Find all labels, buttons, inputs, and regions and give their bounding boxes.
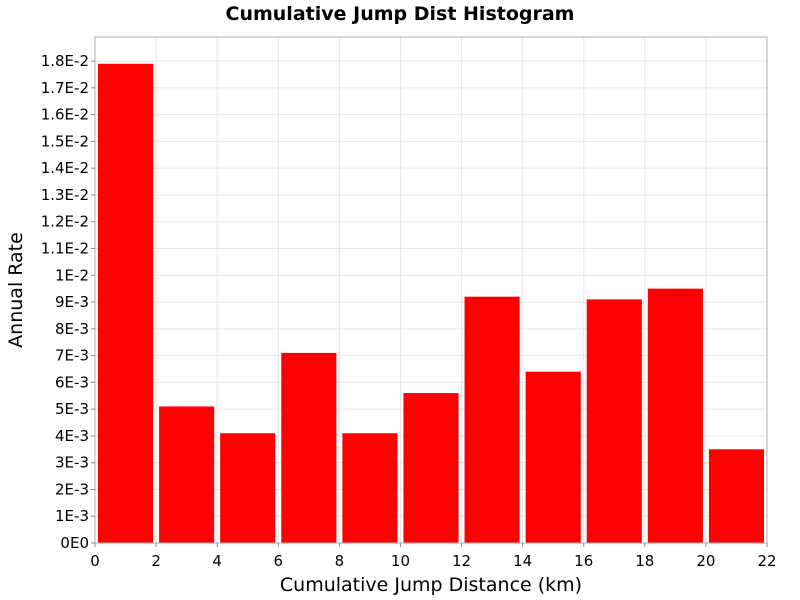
y-tick-label: 3E-3 bbox=[55, 454, 89, 472]
x-tick-label: 8 bbox=[335, 552, 345, 570]
histogram-bar bbox=[281, 352, 337, 543]
y-tick-label: 1.8E-2 bbox=[41, 52, 89, 70]
y-tick-label: 1.3E-2 bbox=[41, 186, 89, 204]
x-tick-label: 2 bbox=[151, 552, 161, 570]
x-tick-label: 4 bbox=[212, 552, 222, 570]
x-tick-label: 20 bbox=[696, 552, 715, 570]
x-tick-label: 10 bbox=[391, 552, 410, 570]
histogram-bar bbox=[586, 299, 642, 543]
histogram-bar bbox=[159, 406, 215, 543]
y-axis-label: Annual Rate bbox=[5, 232, 27, 348]
x-axis-label: Cumulative Jump Distance (km) bbox=[280, 574, 582, 596]
y-tick-label: 1.7E-2 bbox=[41, 79, 89, 97]
x-tick-label: 6 bbox=[273, 552, 283, 570]
x-tick-label: 16 bbox=[574, 552, 593, 570]
y-tick-label: 1E-3 bbox=[55, 507, 89, 525]
histogram-bar bbox=[98, 63, 154, 543]
histogram-bar bbox=[647, 288, 703, 543]
histogram-bar bbox=[342, 433, 398, 543]
y-tick-label: 9E-3 bbox=[55, 293, 89, 311]
x-tick-label: 12 bbox=[452, 552, 471, 570]
y-tick-label: 8E-3 bbox=[55, 320, 89, 338]
y-tick-label: 1.2E-2 bbox=[41, 213, 89, 231]
plot-frame bbox=[94, 36, 768, 544]
histogram-bar bbox=[708, 449, 764, 543]
x-tick-label: 0 bbox=[90, 552, 100, 570]
y-tick-label: 5E-3 bbox=[55, 400, 89, 418]
y-tick-label: 1E-2 bbox=[55, 266, 89, 284]
y-axis-ticks: 0E0 1E-3 2E-3 3E-3 4E-3 5E-3 6E-3 7E-3 8E-3 9E-3 1… bbox=[41, 52, 95, 552]
y-tick-label: 2E-3 bbox=[55, 480, 89, 498]
y-tick-label: 1.6E-2 bbox=[41, 106, 89, 124]
y-tick-label: 0E0 bbox=[60, 534, 89, 552]
chart-title: Cumulative Jump Dist Histogram bbox=[226, 3, 575, 25]
histogram-bar bbox=[403, 393, 459, 543]
y-tick-label: 6E-3 bbox=[55, 373, 89, 391]
histogram-bar bbox=[525, 371, 581, 543]
histogram-bar bbox=[220, 433, 276, 543]
x-tick-label: 14 bbox=[513, 552, 532, 570]
y-tick-label: 1.5E-2 bbox=[41, 132, 89, 150]
histogram-bar bbox=[464, 296, 520, 543]
y-tick-label: 4E-3 bbox=[55, 427, 89, 445]
y-tick-label: 7E-3 bbox=[55, 347, 89, 365]
bars bbox=[98, 63, 764, 543]
y-tick-label: 1.4E-2 bbox=[41, 159, 89, 177]
x-tick-label: 18 bbox=[635, 552, 654, 570]
y-tick-label: 1.1E-2 bbox=[41, 240, 89, 258]
x-tick-label: 22 bbox=[757, 552, 776, 570]
x-axis-ticks: 0 2 4 6 8 10 12 14 16 18 20 22 bbox=[90, 543, 777, 570]
